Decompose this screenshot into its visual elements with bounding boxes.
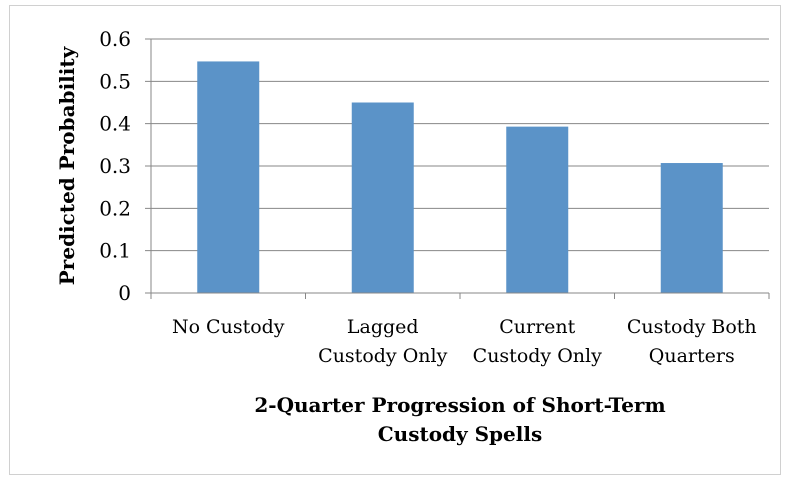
chart-frame: [9, 5, 781, 475]
bar-1: [197, 61, 260, 293]
y-tick-label: 0.4: [99, 112, 131, 136]
x-category-label: Custody Both: [627, 316, 757, 338]
y-tick-label: 0: [118, 281, 131, 305]
y-tick-label: 0.5: [99, 69, 131, 93]
y-tick-label: 0.6: [99, 27, 131, 51]
x-axis-title: 2-Quarter Progression of Short-Term: [254, 393, 665, 417]
y-axis-title: Predicted Probability: [55, 45, 79, 285]
y-tick-label: 0.2: [99, 196, 131, 220]
bar-2: [351, 102, 414, 293]
axes: [145, 39, 770, 299]
x-category-label: Current: [499, 316, 575, 338]
y-tick-label: 0.3: [99, 154, 131, 178]
y-tick-label: 0.1: [99, 239, 131, 263]
x-category-label: Lagged: [347, 316, 419, 338]
labels: 0 0.1 0.2 0.3 0.4 0.5 0.6 No Custody Lagged Custo…: [55, 27, 757, 446]
bars: [197, 61, 723, 293]
x-category-label: Custody Only: [318, 345, 447, 367]
x-axis-title: Custody Spells: [378, 422, 542, 446]
bar-3: [506, 126, 569, 293]
x-category-label: Quarters: [649, 345, 735, 367]
x-category-label: Custody Only: [473, 345, 602, 367]
x-category-label: No Custody: [172, 316, 285, 338]
bar-4: [660, 163, 723, 293]
